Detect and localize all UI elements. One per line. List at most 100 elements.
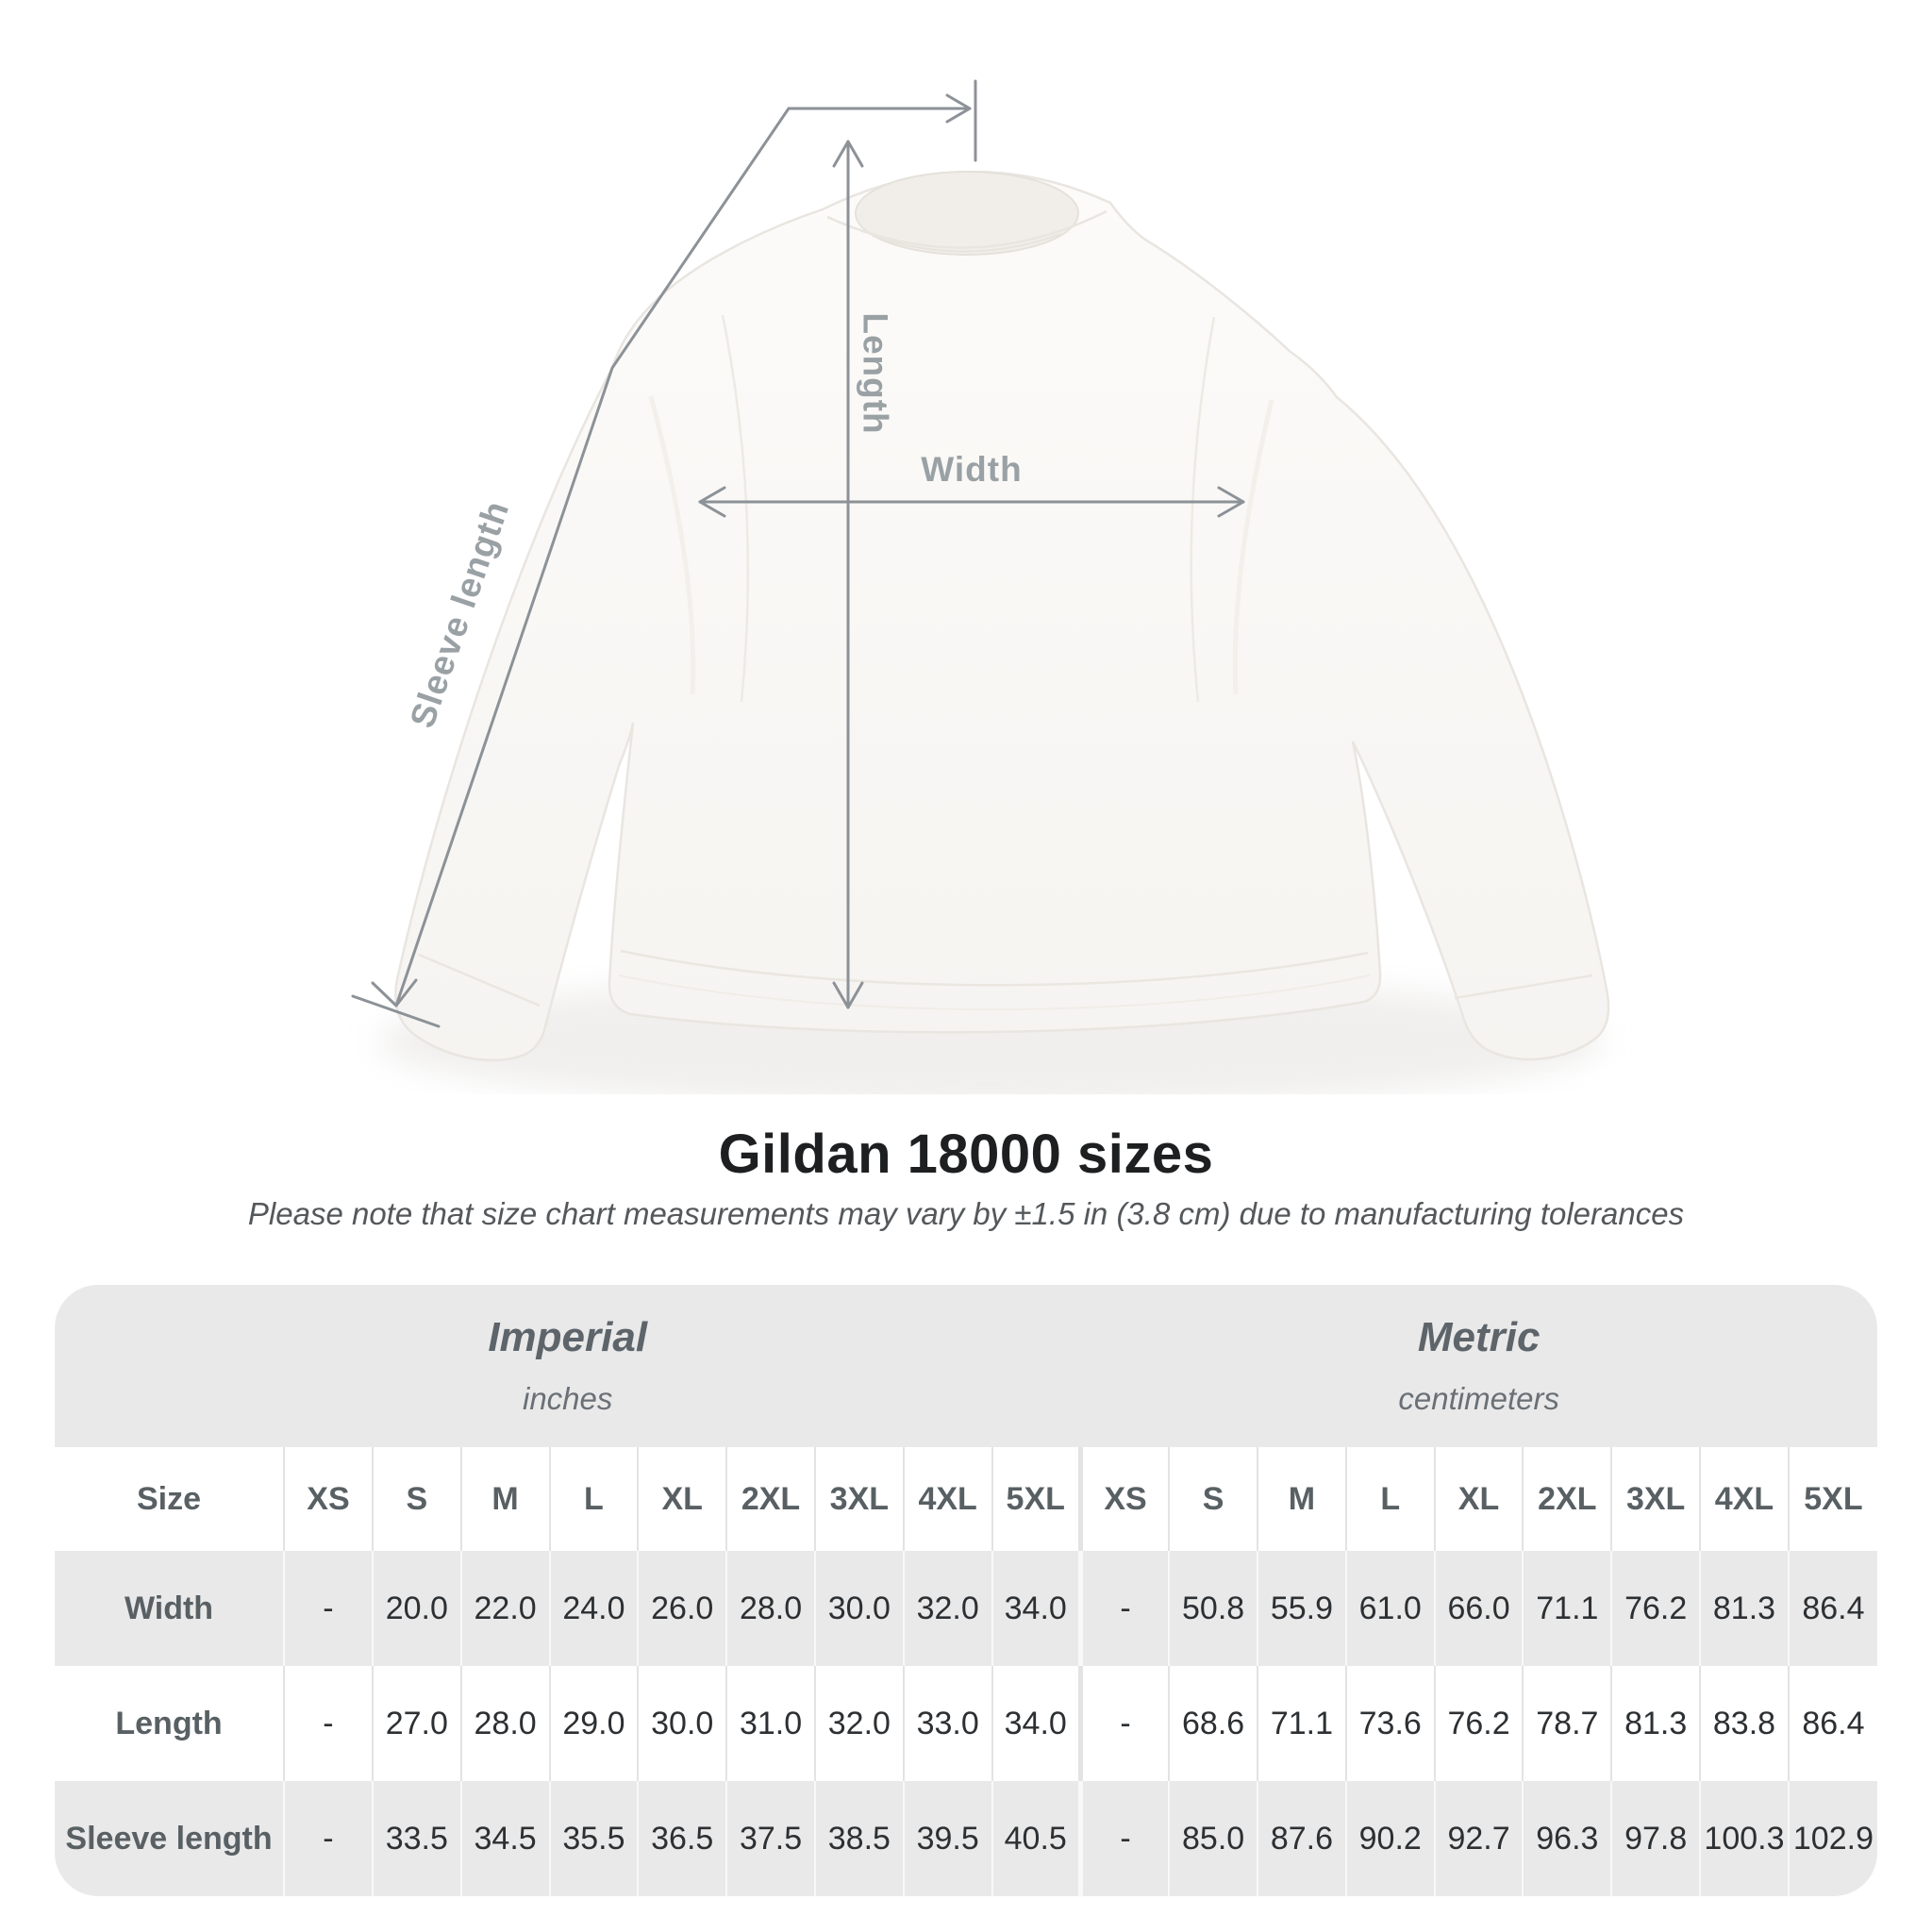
measurement-cell: 71.1 (1522, 1551, 1612, 1666)
measurement-row-label: Width (55, 1551, 285, 1666)
width-right-arrow-icon (1217, 486, 1245, 518)
measurement-cell: 96.3 (1522, 1781, 1612, 1896)
measurement-cell: 36.5 (637, 1781, 727, 1896)
measurement-cell: 55.9 (1257, 1551, 1346, 1666)
measurement-cell: 50.8 (1168, 1551, 1257, 1666)
measurement-cell: - (1077, 1551, 1170, 1666)
width-left-arrow-icon (698, 486, 726, 518)
measurement-row-label: Length (55, 1666, 285, 1781)
size-header: L (548, 1447, 639, 1551)
right-armhole-seam (1190, 316, 1216, 703)
length-top-arrow-icon (832, 140, 864, 168)
measurement-cell: 61.0 (1344, 1551, 1435, 1666)
measurement-cell: 24.0 (548, 1551, 639, 1666)
sweatshirt-measurement-diagram: Length Width Sleeve length (351, 79, 1610, 1094)
right-sleeve-crease (1232, 399, 1274, 695)
size-header: M (1257, 1447, 1346, 1551)
measurement-cell: 35.5 (548, 1781, 639, 1896)
size-header: XL (637, 1447, 727, 1551)
size-header: 4XL (902, 1447, 992, 1551)
size-column-header: Size (55, 1447, 285, 1551)
measurement-cell: 87.6 (1257, 1781, 1346, 1896)
measurement-cell: 31.0 (725, 1666, 815, 1781)
sweatshirt-silhouette (394, 170, 1610, 1062)
measurement-cell: 102.9 (1787, 1781, 1877, 1896)
measurement-cell: - (283, 1666, 373, 1781)
collar-back-seam (872, 233, 1062, 253)
collar-band-seam (826, 209, 1108, 249)
size-header: S (371, 1447, 461, 1551)
measurement-cell: 33.0 (902, 1666, 992, 1781)
measurement-annotations (351, 79, 1245, 1028)
measurement-cell: 33.5 (371, 1781, 461, 1896)
right-cuff-seam (1454, 974, 1593, 1000)
sweatshirt-graphic (394, 170, 1610, 1062)
size-header: 5XL (991, 1447, 1081, 1551)
left-armhole-seam (721, 314, 750, 703)
page-title: Gildan 18000 sizes (718, 1124, 1214, 1185)
measurement-cell: 78.7 (1522, 1666, 1612, 1781)
sleeve-bottom-tick (351, 994, 441, 1028)
measurement-cell: 40.5 (991, 1781, 1081, 1896)
length-bottom-arrow-icon (832, 981, 864, 1009)
measurement-cell: 81.3 (1699, 1551, 1789, 1666)
hem-seam (620, 949, 1369, 987)
measurement-cell: 27.0 (371, 1666, 461, 1781)
size-header: M (459, 1447, 550, 1551)
unit-group-header: Metric centimeters (1080, 1285, 1877, 1447)
measurement-cell: - (283, 1781, 373, 1896)
size-header: 5XL (1787, 1447, 1877, 1551)
measurement-cell: 32.0 (902, 1551, 992, 1666)
size-header: 2XL (1522, 1447, 1612, 1551)
measurement-row-label: Sleeve length (55, 1781, 285, 1896)
size-header: 2XL (725, 1447, 815, 1551)
measurement-cell: 76.2 (1433, 1666, 1524, 1781)
measurement-cell: 34.0 (991, 1666, 1081, 1781)
collar-opening (855, 171, 1079, 256)
measurement-cell: 22.0 (459, 1551, 550, 1666)
measurement-cell: 85.0 (1168, 1781, 1257, 1896)
size-header: S (1168, 1447, 1257, 1551)
unit-group-sublabel: inches (522, 1381, 613, 1417)
unit-group-sublabel: centimeters (1398, 1381, 1559, 1417)
sleeve-length-line (394, 107, 791, 1008)
measurement-cell: 30.0 (637, 1666, 727, 1781)
measurement-cell: 71.1 (1257, 1666, 1346, 1781)
measurement-cell: 83.8 (1699, 1666, 1789, 1781)
size-header: 3XL (1610, 1447, 1701, 1551)
measurement-cell: - (1077, 1666, 1170, 1781)
measurement-cell: 28.0 (725, 1551, 815, 1666)
measurement-cell: 26.0 (637, 1551, 727, 1666)
size-table-container: Imperial inches Metric centimeters Size XS S M L… (55, 1285, 1877, 1896)
size-header: 3XL (813, 1447, 904, 1551)
size-header: XS (283, 1447, 373, 1551)
measurement-cell: 97.8 (1610, 1781, 1701, 1896)
measurement-cell: 86.4 (1787, 1666, 1877, 1781)
measurement-cell: 92.7 (1433, 1781, 1524, 1896)
measurement-cell: 38.5 (813, 1781, 904, 1896)
tolerance-note: Please note that size chart measurements… (247, 1196, 1685, 1231)
size-header: XS (1077, 1447, 1170, 1551)
measurement-cell: 34.0 (991, 1551, 1081, 1666)
measurement-cell: 29.0 (548, 1666, 639, 1781)
measurement-cell: 34.5 (459, 1781, 550, 1896)
length-label: Length (857, 312, 895, 434)
unit-group-label: Imperial (488, 1313, 648, 1360)
measurement-cell: 90.2 (1344, 1781, 1435, 1896)
width-label: Width (921, 450, 1022, 489)
measurement-cell: 81.3 (1610, 1666, 1701, 1781)
unit-group-label: Metric (1417, 1313, 1541, 1360)
sleeve-top-arrow-icon (945, 93, 972, 124)
hem-seam-lower (618, 974, 1371, 1011)
measurement-cell: - (283, 1551, 373, 1666)
size-header: XL (1433, 1447, 1524, 1551)
size-header: L (1344, 1447, 1435, 1551)
measurement-cell: 37.5 (725, 1781, 815, 1896)
left-cuff-seam (418, 953, 541, 1008)
measurement-cell: 39.5 (902, 1781, 992, 1896)
measurement-cell: 73.6 (1344, 1666, 1435, 1781)
measurement-cell: 20.0 (371, 1551, 461, 1666)
unit-group-header: Imperial inches (55, 1285, 1081, 1447)
size-header: 4XL (1699, 1447, 1789, 1551)
